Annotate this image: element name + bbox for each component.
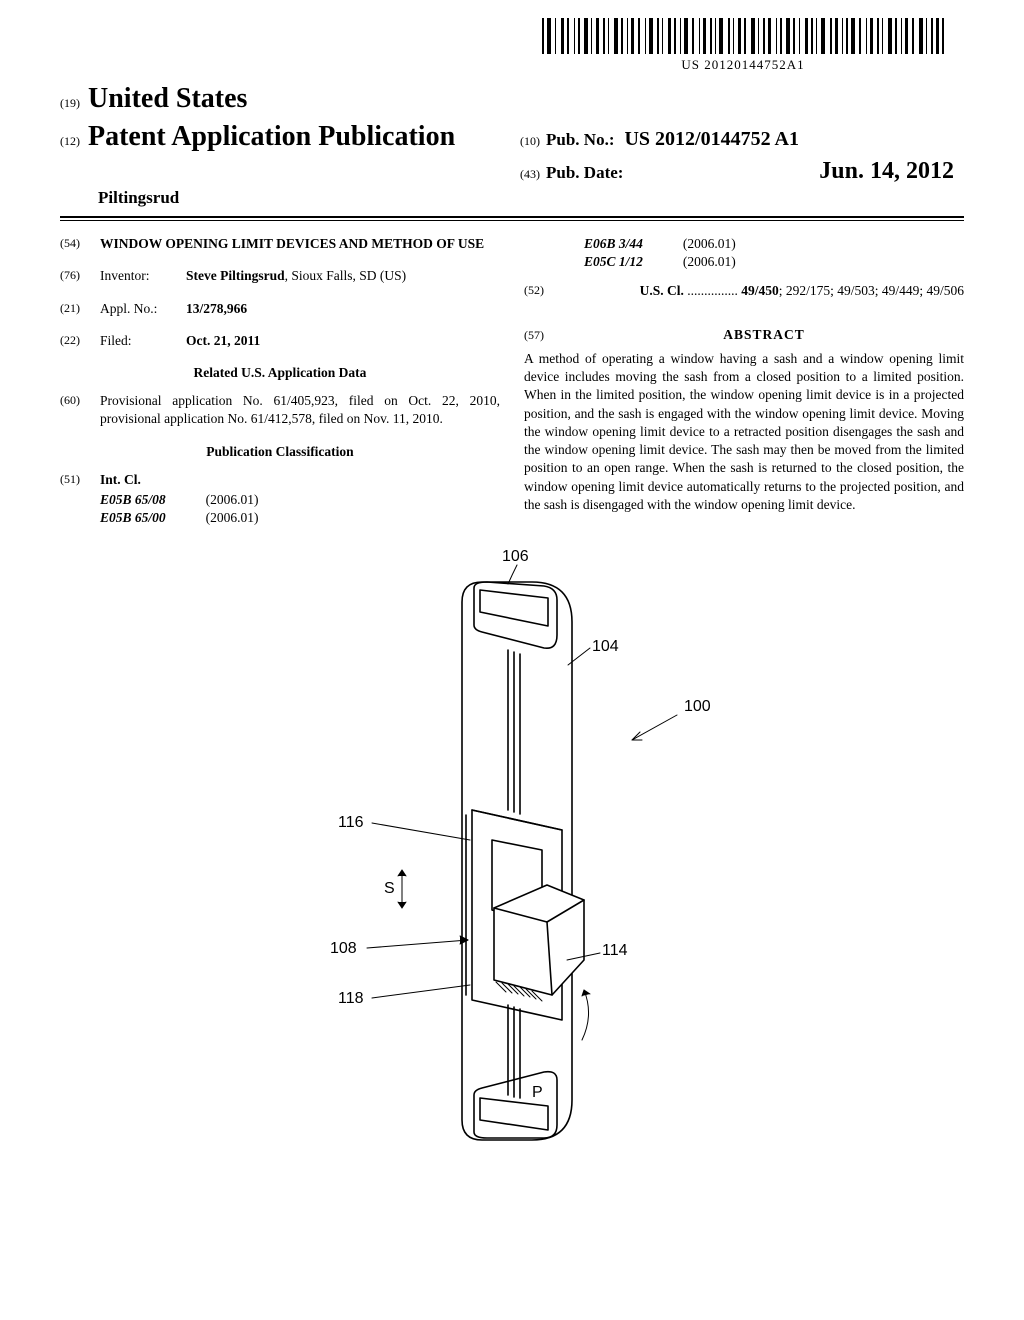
ref-100: 100 <box>684 696 711 718</box>
ref-104: 104 <box>592 636 619 658</box>
author: Piltingsrud <box>60 187 512 210</box>
figure-svg <box>212 540 812 1170</box>
header-rule <box>60 216 964 221</box>
uscl-value: U.S. Cl. ............... 49/450; 292/175… <box>564 282 964 300</box>
pubclass-header: Publication Classification <box>60 443 500 461</box>
barcode <box>542 18 944 54</box>
intcl-yr-3: (2006.01) <box>683 253 736 271</box>
intcl-yr-0: (2006.01) <box>206 491 259 509</box>
abstract-text: A method of operating a window having a … <box>524 350 964 514</box>
filed-date: Oct. 21, 2011 <box>186 332 500 350</box>
header: (19) United States (12) Patent Applicati… <box>60 80 964 210</box>
appl-label: Appl. No.: <box>100 300 176 318</box>
uscl-main: 49/450 <box>741 283 779 298</box>
intcl-row-2: E06B 3/44 (2006.01) <box>524 235 964 253</box>
pub-no-label: Pub. No.: <box>546 129 614 152</box>
inventor-label: Inventor: <box>100 267 176 285</box>
filed-field: (22) Filed: Oct. 21, 2011 <box>60 332 500 350</box>
pub-date-label: Pub. Date: <box>546 162 623 185</box>
ref-116: 116 <box>338 812 364 834</box>
intcl-field: (51) Int. Cl. <box>60 471 500 489</box>
pub-date: Jun. 14, 2012 <box>819 155 964 187</box>
code-60: (60) <box>60 392 90 428</box>
intcl-row-0: E05B 65/08 (2006.01) <box>60 491 500 509</box>
inventor-field: (76) Inventor: Steve Piltingsrud, Sioux … <box>60 267 500 285</box>
ref-S: S <box>384 878 395 900</box>
intcl-code-0: E05B 65/08 <box>100 491 166 509</box>
inventor-name: Steve Piltingsrud <box>186 268 285 283</box>
barcode-block: US 20120144752A1 <box>542 18 944 74</box>
intcl-label: Int. Cl. <box>100 471 500 489</box>
uscl-label: U.S. Cl. <box>640 283 684 298</box>
inventor-value: Steve Piltingsrud, Sioux Falls, SD (US) <box>186 267 500 285</box>
code-22: (22) <box>60 332 90 350</box>
uscl-rest: ; 292/175; 49/503; 49/449; 49/506 <box>779 283 964 298</box>
intcl-row-1: E05B 65/00 (2006.01) <box>60 509 500 527</box>
ref-118: 118 <box>338 988 364 1010</box>
country: United States <box>88 80 247 118</box>
invention-title: WINDOW OPENING LIMIT DEVICES AND METHOD … <box>100 235 500 253</box>
title-field: (54) WINDOW OPENING LIMIT DEVICES AND ME… <box>60 235 500 253</box>
code-21: (21) <box>60 300 90 318</box>
uscl-dots: ............... <box>684 283 741 298</box>
intcl-code-1: E05B 65/00 <box>100 509 166 527</box>
intcl-code-2: E06B 3/44 <box>584 235 643 253</box>
code-76: (76) <box>60 267 90 285</box>
barcode-text: US 20120144752A1 <box>542 56 944 74</box>
intcl-yr-2: (2006.01) <box>683 235 736 253</box>
abstract-header: ABSTRACT <box>564 326 964 344</box>
code-19: (19) <box>60 95 80 111</box>
code-54: (54) <box>60 235 90 253</box>
bibliographic-columns: (54) WINDOW OPENING LIMIT DEVICES AND ME… <box>60 235 964 527</box>
uscl-field: (52) U.S. Cl. ............... 49/450; 29… <box>524 282 964 300</box>
inventor-loc: , Sioux Falls, SD (US) <box>285 268 407 283</box>
right-column: E06B 3/44 (2006.01) E05C 1/12 (2006.01) … <box>524 235 964 527</box>
code-52: (52) <box>524 282 554 300</box>
code-57: (57) <box>524 327 554 343</box>
filed-label: Filed: <box>100 332 176 350</box>
intcl-yr-1: (2006.01) <box>206 509 259 527</box>
figure: 106 104 100 116 S 108 118 114 P <box>212 540 812 1170</box>
doc-type: Patent Application Publication <box>88 118 455 156</box>
left-column: (54) WINDOW OPENING LIMIT DEVICES AND ME… <box>60 235 500 527</box>
pub-no: US 2012/0144752 A1 <box>624 126 798 153</box>
ref-P: P <box>532 1082 543 1104</box>
code-43: (43) <box>520 166 540 182</box>
appl-no: 13/278,966 <box>186 300 500 318</box>
intcl-row-3: E05C 1/12 (2006.01) <box>524 253 964 271</box>
related-field: (60) Provisional application No. 61/405,… <box>60 392 500 428</box>
code-12: (12) <box>60 133 80 149</box>
appl-no-field: (21) Appl. No.: 13/278,966 <box>60 300 500 318</box>
abstract-header-row: (57) ABSTRACT <box>524 318 964 350</box>
related-text: Provisional application No. 61/405,923, … <box>100 392 500 428</box>
ref-114: 114 <box>602 940 628 962</box>
code-51: (51) <box>60 471 90 489</box>
intcl-code-3: E05C 1/12 <box>584 253 643 271</box>
ref-106: 106 <box>502 546 529 568</box>
code-10: (10) <box>520 133 540 149</box>
ref-108: 108 <box>330 938 357 960</box>
related-header: Related U.S. Application Data <box>60 364 500 382</box>
